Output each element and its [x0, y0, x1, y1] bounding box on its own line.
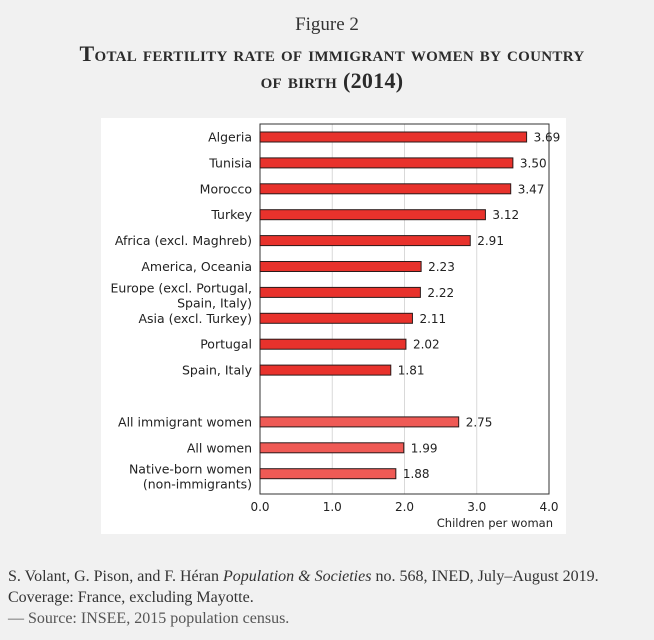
citation: S. Volant, G. Pison, and F. Héran Popula…: [8, 566, 654, 587]
bar: [259, 312, 413, 324]
figure-title-line-2: of birth (2014): [260, 68, 404, 93]
data-label: 1.81: [398, 364, 425, 378]
data-label: 2.23: [428, 260, 455, 274]
data-label: 2.91: [477, 234, 504, 248]
citation-authors: S. Volant, G. Pison, and F. Héran: [8, 568, 224, 585]
category-label: All women: [187, 440, 252, 455]
source-note: — Source: INSEE, 2015 population census.: [8, 610, 290, 627]
x-tick-label: 1.0: [323, 500, 342, 514]
data-label: 2.11: [419, 312, 446, 326]
plot-frame: [259, 123, 550, 495]
category-label: Native-born women: [129, 462, 252, 477]
bar: [259, 183, 512, 195]
data-label: 3.47: [518, 182, 545, 196]
data-label: 3.69: [534, 131, 561, 145]
category-label: Spain, Italy): [177, 295, 252, 310]
figure-title-line-1: Total fertility rate of immigrant women …: [79, 41, 585, 66]
citation-journal: Population & Societies: [223, 568, 372, 585]
x-axis-label: Children per woman: [437, 516, 553, 530]
data-label: 2.22: [427, 286, 454, 300]
bar: [259, 468, 397, 480]
category-label: America, Oceania: [141, 259, 252, 274]
category-label: (non-immigrants): [143, 477, 252, 492]
x-tick-label: 2.0: [395, 500, 414, 514]
category-label: Asia (excl. Turkey): [138, 311, 252, 326]
bar: [259, 286, 421, 298]
category-label: Tunisia: [208, 155, 252, 170]
category-label: All immigrant women: [118, 414, 252, 429]
bar: [259, 338, 407, 350]
category-label: Turkey: [210, 207, 252, 222]
bar: [259, 235, 471, 247]
bar: [259, 364, 392, 376]
bar: [259, 416, 460, 428]
data-label: 2.75: [466, 415, 493, 429]
bar: [259, 157, 514, 169]
category-label: Portugal: [200, 337, 252, 352]
x-tick-label: 4.0: [539, 500, 558, 514]
bar: [259, 131, 528, 143]
data-label: 1.99: [411, 441, 438, 455]
figure-title: Total fertility rate of immigrant women …: [10, 40, 654, 94]
category-label: Algeria: [208, 130, 252, 145]
chart-panel: 3.69 Algeria 3.50 Tunisia 3.47 Morocco 3.12 Tur…: [101, 118, 566, 534]
data-label: 2.02: [413, 338, 440, 352]
data-label: 3.12: [492, 208, 519, 222]
coverage-note: Coverage: France, excluding Mayotte.: [8, 589, 254, 606]
x-tick-label: 0.0: [250, 500, 269, 514]
bar: [259, 209, 486, 221]
x-tick-label: 3.0: [467, 500, 486, 514]
bar: [259, 442, 405, 454]
bar-chart: 3.69 Algeria 3.50 Tunisia 3.47 Morocco 3.12 Tur…: [111, 123, 561, 530]
category-label: Africa (excl. Maghreb): [115, 233, 252, 248]
category-label: Morocco: [200, 181, 252, 196]
data-label: 3.50: [520, 156, 547, 170]
data-label: 1.88: [403, 467, 430, 481]
category-label: Spain, Italy: [182, 363, 253, 378]
figure-label: Figure 2: [295, 14, 359, 35]
bar: [259, 261, 422, 272]
category-label: Europe (excl. Portugal,: [111, 280, 253, 295]
figure-footer: S. Volant, G. Pison, and F. Héran Popula…: [8, 566, 654, 629]
citation-rest: no. 568, INED, July–August 2019.: [371, 568, 599, 585]
